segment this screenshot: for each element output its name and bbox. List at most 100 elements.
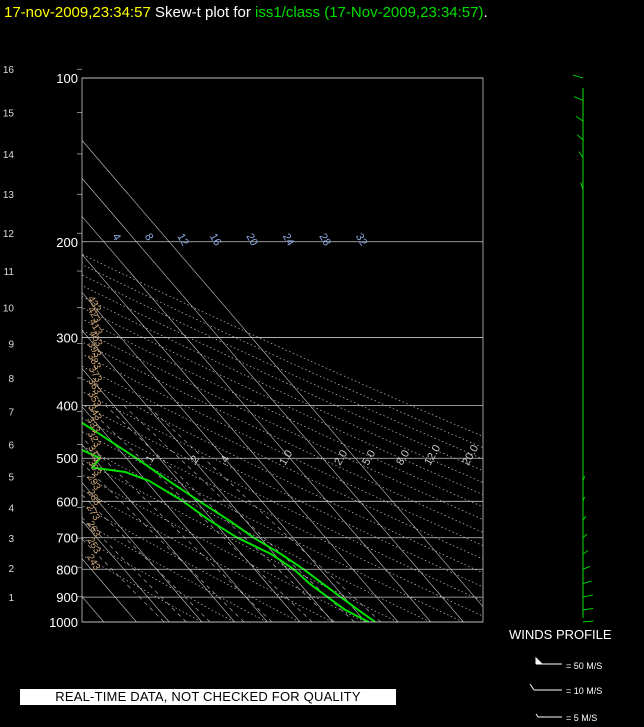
isotherm-line (82, 406, 268, 622)
wind-barb (576, 134, 584, 141)
wind-barb (582, 550, 589, 555)
pressure-tick-label: 500 (56, 451, 78, 466)
isotherm-line (82, 444, 235, 622)
height-tick-label: 7 (8, 408, 14, 419)
dry-adiabat (82, 537, 235, 622)
dry-adiabat (82, 329, 483, 520)
pressure-tick-label: 100 (56, 71, 78, 86)
isotherm-line (82, 253, 399, 622)
dry-adiabat (82, 404, 483, 602)
wind-barb (582, 580, 592, 585)
wind-legend-barb (535, 656, 562, 665)
mixing-ratio-label: 28 (316, 232, 333, 249)
height-tick-label: 16 (3, 65, 15, 76)
height-tick-label: 6 (8, 441, 14, 452)
mixing-ratio-label: 20.0 (460, 443, 481, 468)
mixing-ratio-label: 2.0 (332, 448, 350, 467)
wind-legend-item: = 5 M/S (566, 713, 598, 723)
wind-legend-item: = 50 M/S (566, 661, 603, 671)
dry-adiabat (82, 505, 300, 622)
dry-adiabat (82, 274, 483, 460)
mixing-ratio-label: 32 (353, 232, 370, 249)
pressure-tick-label: 800 (56, 562, 78, 577)
mixing-ratio-label: 5.0 (360, 448, 378, 467)
mixing-ratio-label: 12.0 (422, 443, 443, 468)
isotherm-line (82, 482, 203, 622)
dry-adiabat (82, 353, 483, 546)
wind-legend-barb (529, 683, 562, 691)
wind-barb (582, 533, 588, 539)
dry-adiabat (82, 445, 431, 622)
height-tick-label: 9 (8, 339, 14, 350)
mixing-ratio-label: .1 (142, 454, 157, 468)
wind-barb (580, 182, 584, 190)
height-tick-label: 14 (3, 150, 15, 161)
wind-barb (582, 620, 594, 623)
height-tick-label: 3 (8, 534, 14, 545)
dry-adiabat (82, 253, 483, 437)
isotherm-line (82, 520, 170, 622)
wind-barb (582, 594, 593, 598)
dry-adiabat-label: 263 (84, 519, 102, 539)
mixing-ratio-label: .4 (217, 454, 232, 468)
dry-adiabat (82, 341, 483, 533)
mixing-ratio-label: 20 (243, 232, 260, 249)
dry-adiabat (82, 521, 267, 622)
dry-adiabat (82, 474, 366, 622)
wind-barb (572, 74, 584, 79)
wind-legend-barb (535, 713, 562, 718)
pressure-tick-label: 300 (56, 331, 78, 346)
station-time: (17-Nov-2009,23:34:57) (324, 4, 484, 21)
wind-barb (582, 476, 586, 481)
title-prefix: Skew-t plot for (154, 4, 251, 21)
dry-adiabat (82, 417, 483, 617)
mixing-ratio-label: 4 (109, 232, 122, 243)
mixing-ratio-label: 16 (207, 232, 224, 249)
temperature-profile-line (82, 421, 376, 622)
height-tick-label: 2 (8, 564, 14, 575)
pressure-tick-label: 900 (56, 590, 78, 605)
wind-barb (575, 116, 584, 122)
pressure-tick-label: 400 (56, 399, 78, 414)
pressure-tick-label: 200 (56, 235, 78, 250)
isotherm-line (82, 177, 464, 622)
wind-barb (582, 496, 585, 502)
mixing-ratio-label: 8.0 (394, 448, 412, 467)
wind-barb (573, 96, 584, 101)
height-tick-label: 4 (8, 504, 14, 515)
isotherm-line (82, 215, 432, 622)
mixing-ratio-label: 12 (174, 232, 191, 249)
station-name: iss1/class (255, 4, 321, 21)
wind-barb (582, 565, 591, 570)
mixing-ratio-label: 24 (280, 232, 297, 249)
height-tick-label: 10 (3, 304, 15, 315)
wind-legend-title: WINDS PROFILE (509, 627, 612, 642)
wind-barb (582, 607, 594, 611)
dry-adiabat-label: 253 (84, 536, 102, 556)
height-tick-label: 8 (8, 374, 14, 385)
mixing-ratio-label: 8 (142, 232, 155, 243)
quality-warning: REAL-TIME DATA, NOT CHECKED FOR QUALITY (20, 689, 396, 705)
plot-frame (81, 77, 484, 623)
height-tick-label: 5 (8, 473, 14, 484)
dry-adiabat (82, 489, 333, 622)
height-tick-label: 15 (3, 108, 15, 119)
mixing-ratio-line (82, 437, 273, 622)
dry-adiabat (82, 431, 464, 622)
wind-barb (582, 516, 587, 521)
dry-adiabat-label: 243 (84, 553, 102, 573)
pressure-tick-label: 1000 (49, 615, 78, 630)
pressure-tick-label: 600 (56, 494, 78, 509)
height-tick-label: 1 (8, 593, 14, 604)
pressure-tick-label: 700 (56, 531, 78, 546)
chart-header: 17-nov-2009,23:34:57 Skew-t plot for iss… (4, 4, 488, 21)
isotherm-line (82, 368, 301, 622)
isotherm-line (82, 292, 366, 622)
title-suffix: . (483, 4, 488, 21)
wind-barb (578, 151, 584, 158)
height-tick-label: 11 (4, 267, 15, 278)
height-tick-label: 13 (3, 190, 15, 201)
dewpoint-profile-line (82, 448, 370, 622)
isotherm-line (82, 330, 333, 622)
